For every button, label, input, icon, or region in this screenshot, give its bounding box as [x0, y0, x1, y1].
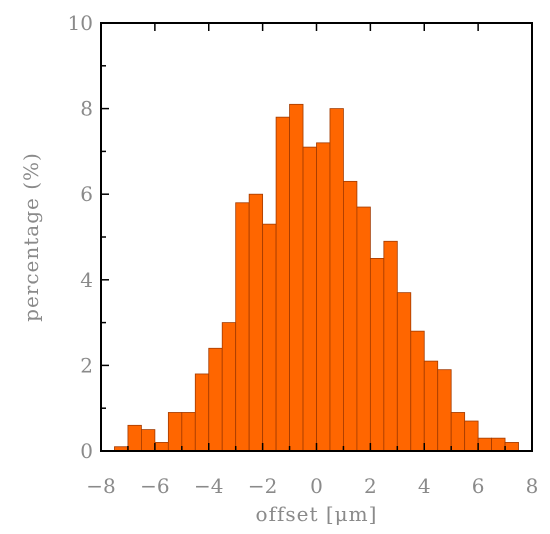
y-tick-label: 6 [80, 182, 93, 206]
histogram-bar [477, 437, 492, 452]
x-tick-label: 0 [310, 474, 323, 498]
histogram-bar [356, 206, 371, 452]
histogram-bar [275, 116, 290, 452]
histogram-bar [208, 347, 223, 452]
x-tick-label: −4 [194, 474, 223, 498]
histogram-bar [262, 223, 277, 452]
histogram-bar [504, 442, 519, 452]
histogram-bar [423, 360, 439, 452]
y-tick-label: 4 [80, 268, 93, 292]
histogram-bar [127, 424, 142, 452]
x-axis-label: offset [μm] [256, 502, 378, 526]
axis-ticks [100, 22, 533, 452]
x-tick-label: 8 [526, 474, 539, 498]
histogram-bar [289, 103, 304, 452]
histogram-bar [450, 412, 466, 452]
y-tick-label: 10 [68, 11, 93, 35]
histogram-bar [141, 429, 156, 452]
histogram-bar [464, 420, 479, 452]
y-tick-label: 2 [80, 353, 93, 377]
histogram-bars [114, 103, 519, 452]
x-tick-label: −2 [248, 474, 277, 498]
y-axis-label: percentage (%) [19, 152, 43, 322]
histogram-bar [437, 369, 452, 452]
x-tick-label: −6 [140, 474, 169, 498]
histogram-bar [302, 146, 317, 452]
x-tick-label: 6 [472, 474, 485, 498]
histogram-bar [343, 180, 358, 452]
x-tick-label: 4 [418, 474, 431, 498]
y-tick-labels: 0 2 4 6 8 10 [68, 11, 93, 463]
x-tick-label: −8 [86, 474, 115, 498]
histogram-bar [316, 142, 331, 452]
histogram-bar [248, 193, 264, 452]
histogram-bar [221, 322, 237, 452]
histogram-bar [369, 257, 385, 452]
histogram-bar [194, 373, 210, 452]
histogram-bar [167, 412, 183, 452]
histogram-bar [181, 412, 196, 452]
y-tick-label: 0 [80, 439, 93, 463]
histogram-bar [396, 292, 412, 452]
histogram-bar [491, 437, 506, 452]
x-tick-label: 2 [364, 474, 377, 498]
histogram-bar [154, 442, 169, 452]
histogram-bar [383, 240, 398, 452]
histogram-bar [329, 108, 344, 452]
x-tick-labels: −8 −6 −4 −2 0 2 4 6 8 [86, 474, 538, 498]
histogram-bar [410, 330, 425, 452]
y-tick-label: 8 [80, 97, 93, 121]
histogram-bar [235, 202, 250, 452]
